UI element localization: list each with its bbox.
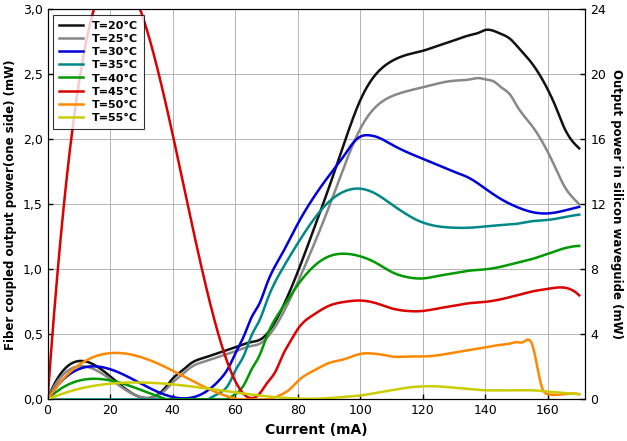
T=35°C [481,224,488,229]
T=30°C [332,165,339,170]
T=20°C [480,28,487,34]
T=55°C [576,392,583,397]
T=45°C [297,322,305,327]
Line: T=45°C: T=45°C [48,0,579,400]
T=55°C [332,395,340,400]
Line: T=20°C: T=20°C [48,30,579,400]
T=45°C [361,298,369,303]
T=20°C [361,90,368,95]
T=50°C [524,337,532,342]
Line: T=55°C: T=55°C [48,382,579,400]
T=40°C [480,267,487,272]
T=35°C [361,187,369,192]
T=25°C [361,120,368,125]
T=30°C [481,185,488,191]
T=25°C [332,188,339,193]
T=55°C [481,388,488,393]
T=30°C [300,211,307,217]
T=45°C [300,319,308,324]
T=30°C [364,133,371,138]
Line: T=35°C: T=35°C [48,189,579,400]
T=55°C [44,397,51,402]
T=50°C [44,397,51,402]
T=35°C [576,212,583,217]
T=30°C [361,133,368,138]
T=45°C [332,301,340,306]
T=40°C [562,245,570,250]
T=20°C [332,167,339,172]
T=50°C [361,351,368,356]
T=40°C [332,252,339,257]
T=30°C [297,217,304,222]
T=40°C [576,243,583,249]
T=45°C [44,397,51,402]
T=20°C [564,131,571,137]
T=55°C [132,380,140,385]
T=40°C [300,275,307,280]
T=50°C [480,345,487,351]
T=50°C [297,377,304,382]
T=55°C [564,391,571,396]
T=25°C [576,202,583,207]
Line: T=25°C: T=25°C [48,78,579,400]
X-axis label: Current (mA): Current (mA) [265,423,368,437]
T=25°C [300,267,307,273]
T=35°C [44,397,51,402]
T=50°C [564,391,571,396]
T=45°C [481,299,488,305]
T=35°C [564,214,571,219]
T=25°C [564,188,571,194]
T=20°C [484,27,492,32]
T=20°C [44,397,51,402]
T=50°C [300,374,307,379]
T=45°C [576,293,583,298]
T=25°C [44,397,51,402]
Legend: T=20°C, T=25°C, T=30°C, T=35°C, T=40°C, T=45°C, T=50°C, T=55°C: T=20°C, T=25°C, T=30°C, T=35°C, T=40°C, … [53,15,144,129]
T=30°C [44,397,51,402]
T=25°C [481,77,488,82]
T=40°C [44,397,51,402]
T=20°C [297,263,304,269]
T=50°C [576,392,583,397]
T=25°C [297,274,304,280]
T=45°C [564,286,571,291]
T=35°C [332,194,339,199]
T=55°C [300,396,308,401]
T=30°C [564,207,571,213]
T=35°C [354,186,361,191]
T=55°C [361,392,369,397]
T=25°C [474,75,482,81]
T=40°C [361,255,368,260]
T=35°C [297,237,304,242]
Line: T=30°C: T=30°C [48,135,579,400]
T=35°C [300,232,307,237]
T=20°C [300,255,307,260]
T=50°C [332,359,339,364]
Y-axis label: Output power in silicon waveguide (mW): Output power in silicon waveguide (mW) [610,69,623,339]
Line: T=40°C: T=40°C [48,246,579,400]
T=20°C [576,146,583,151]
Line: T=50°C: T=50°C [48,340,579,400]
T=55°C [297,396,305,401]
T=40°C [297,279,304,284]
T=30°C [576,204,583,209]
Y-axis label: Fiber coupled output power(one side) (mW): Fiber coupled output power(one side) (mW… [4,59,17,350]
